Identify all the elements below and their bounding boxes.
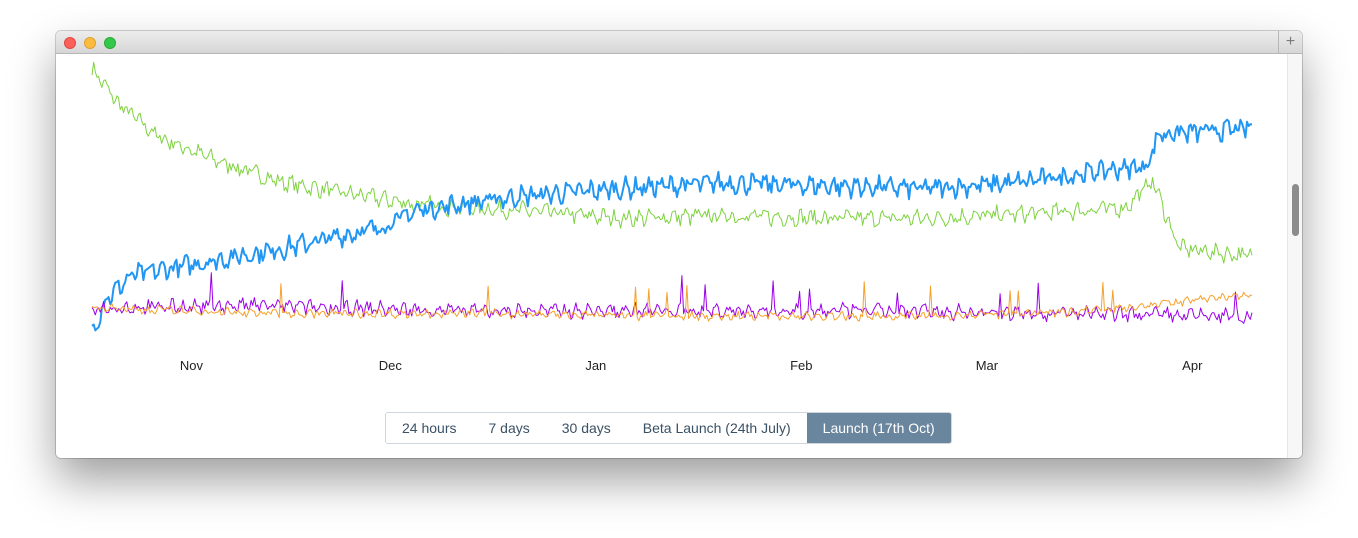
title-bar: + xyxy=(56,31,1302,54)
close-window-button[interactable] xyxy=(64,37,76,49)
x-tick-label: Apr xyxy=(1182,358,1203,373)
minimize-window-button[interactable] xyxy=(84,37,96,49)
series-layer xyxy=(91,61,1253,332)
range-button-30-days[interactable]: 30 days xyxy=(545,413,627,443)
x-axis: Nov Dec Jan Feb Mar Apr xyxy=(180,358,1203,373)
maximize-window-button[interactable] xyxy=(104,37,116,49)
page-content: Nov Dec Jan Feb Mar Apr 24 hours 7 days 30 days… xyxy=(56,54,1302,458)
new-tab-button[interactable]: + xyxy=(1278,31,1302,53)
line-chart: Nov Dec Jan Feb Mar Apr xyxy=(91,61,1253,373)
vertical-scrollbar[interactable] xyxy=(1287,54,1302,458)
scrollbar-thumb[interactable] xyxy=(1292,184,1299,236)
series-line-blue xyxy=(91,118,1253,332)
series-line-orange xyxy=(91,281,1253,322)
x-tick-label: Mar xyxy=(976,358,999,373)
time-range-selector: 24 hours 7 days 30 days Beta Launch (24th J… xyxy=(385,412,952,444)
x-tick-label: Nov xyxy=(180,358,204,373)
range-button-24-hours[interactable]: 24 hours xyxy=(386,413,473,443)
range-button-beta-launch-24th-july[interactable]: Beta Launch (24th July) xyxy=(626,413,807,443)
series-line-purple xyxy=(91,272,1253,324)
browser-window: + Nov Dec Jan Feb Mar Apr 24 hours 7 days 30 da… xyxy=(56,31,1302,458)
range-button-7-days[interactable]: 7 days xyxy=(472,413,546,443)
x-tick-label: Feb xyxy=(790,358,812,373)
x-tick-label: Jan xyxy=(585,358,606,373)
x-tick-label: Dec xyxy=(379,358,403,373)
range-button-launch-17th-oct[interactable]: Launch (17th Oct) xyxy=(806,413,951,443)
series-line-green xyxy=(91,61,1253,264)
